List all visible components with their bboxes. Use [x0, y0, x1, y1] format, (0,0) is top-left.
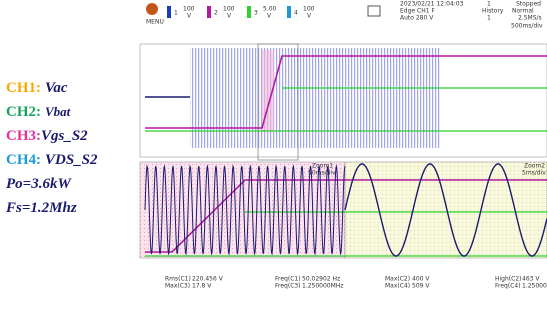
trigger-count: 1	[487, 1, 491, 8]
channel-number: 1	[174, 10, 178, 17]
measurement-label: Freq(C3)	[275, 283, 301, 290]
measurement-label: Rms(C1)	[165, 276, 191, 283]
measurement-value: 463 V	[522, 276, 540, 283]
ch1-trace	[190, 48, 440, 148]
channel-number: 2	[214, 10, 218, 17]
channel-color	[247, 6, 251, 18]
trigger: Edge CH1 F	[400, 8, 435, 15]
zoom1-scale: 50ms/div	[308, 170, 336, 177]
trigger-level: Auto 280 V	[400, 15, 434, 22]
measurement-label: Freq(C4)	[495, 283, 521, 290]
scope: MENU 1100V2100V35.00V4100V 2023/02/21 12…	[0, 0, 547, 323]
channel-color	[207, 6, 211, 18]
channel-scale: 100	[223, 6, 235, 13]
measurement-label: High(C2)	[495, 276, 521, 283]
history-count: 1	[487, 15, 491, 22]
zoom2-scale: 5ms/div	[522, 170, 546, 177]
channel-scale: 5.00	[263, 6, 277, 13]
measurement-value: 50.02902 Hz	[302, 276, 340, 283]
channel-number: 3	[254, 10, 258, 17]
page: CH1:Vac CH2:Vbat CH3:Vgs_S2 CH4:VDS_S2 P…	[0, 0, 547, 323]
measurement-value: 509 V	[412, 283, 430, 290]
measurement-value: 220.456 V	[192, 276, 224, 283]
measurement-label: Max(C2)	[385, 276, 410, 283]
zoom2: Zoom2	[524, 163, 545, 170]
channel-scale: 100	[303, 6, 315, 13]
channel-number: 4	[294, 10, 298, 17]
timebase: 500ms/div	[511, 23, 543, 30]
menu-icon[interactable]	[146, 3, 158, 15]
measurement-label: Freq(C1)	[275, 276, 301, 283]
mode: Normal	[512, 8, 534, 15]
measurement-label: Max(C4)	[385, 283, 410, 290]
measurement-value: 1.250000MHz	[522, 283, 547, 290]
channel-scale: 100	[183, 6, 195, 13]
date: 2023/02/21 12:04:03	[400, 1, 464, 8]
menu[interactable]: MENU	[146, 19, 164, 26]
measurement-value: 17.8 V	[192, 283, 212, 290]
status: Stopped	[516, 1, 541, 8]
zoom1: Zoom1	[312, 163, 333, 170]
measurement-value: 400 V	[412, 276, 430, 283]
zoom2-pane	[345, 162, 547, 258]
sample-rate: 2.5MS/s	[518, 15, 542, 22]
measurement-value: 1.250000MHz	[302, 283, 343, 290]
measurement-label: Max(C3)	[165, 283, 190, 290]
history: History	[482, 8, 504, 15]
channel-color	[167, 6, 171, 18]
channel-color	[287, 6, 291, 18]
